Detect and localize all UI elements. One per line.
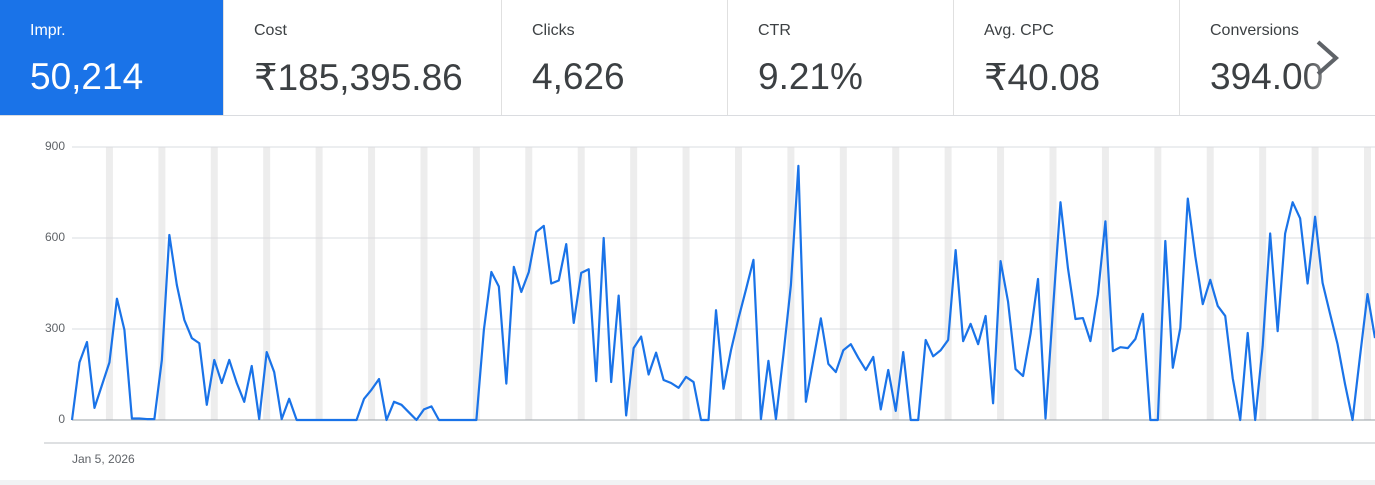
bottom-strip <box>0 480 1375 485</box>
metric-label: Avg. CPC <box>984 22 1054 39</box>
metric-value: 394.00 <box>1210 56 1324 97</box>
weekend-band <box>1364 147 1372 420</box>
weekend-band <box>839 147 847 420</box>
metric-value: 4,626 <box>532 56 625 97</box>
weekend-band <box>1101 147 1109 420</box>
weekend-band <box>525 147 533 420</box>
weekend-band <box>1049 147 1057 420</box>
x-tick-label: Jan 5, 2026 <box>72 452 135 466</box>
metric-card[interactable]: Conversions 394.00 <box>1180 0 1375 115</box>
metric-card[interactable]: Clicks 4,626 <box>502 0 728 115</box>
weekend-band <box>420 147 428 420</box>
metric-card[interactable]: Avg. CPC ₹40.08 <box>954 0 1180 115</box>
weekend-band <box>263 147 271 420</box>
next-button[interactable] <box>1306 36 1346 80</box>
data-line <box>70 164 1375 422</box>
metric-card[interactable]: CTR 9.21% <box>728 0 954 115</box>
weekend-band <box>158 147 166 420</box>
metric-value: ₹185,395.86 <box>254 57 463 98</box>
weekend-band <box>734 147 742 420</box>
weekend-band <box>630 147 638 420</box>
weekend-band <box>105 147 113 420</box>
chevron-icon <box>1316 40 1340 76</box>
metric-card[interactable]: Impr. 50,214 <box>0 0 224 115</box>
y-tick-label: 900 <box>45 139 65 153</box>
weekend-band <box>944 147 952 420</box>
metric-label: Cost <box>254 22 287 39</box>
weekend-band <box>1311 147 1319 420</box>
weekend-band <box>1154 147 1162 420</box>
weekend-band <box>1259 147 1267 420</box>
metric-label: Impr. <box>30 22 66 39</box>
metric-value: 9.21% <box>758 56 863 97</box>
weekend-band <box>472 147 480 420</box>
weekend-band <box>892 147 900 420</box>
y-tick-label: 600 <box>45 230 65 244</box>
metric-value: ₹40.08 <box>984 57 1101 98</box>
weekend-band <box>682 147 690 420</box>
chart: 0 300 600 900 Jan 5, 2026 <box>0 139 1375 485</box>
metric-label: Clicks <box>532 22 575 39</box>
metric-card[interactable]: Cost ₹185,395.86 <box>224 0 502 115</box>
metric-bar: Impr. 50,214 Cost ₹185,395.86 Clicks 4,6… <box>0 0 1375 116</box>
weekend-band <box>997 147 1005 420</box>
metric-label: Conversions <box>1210 22 1299 39</box>
weekend-band <box>368 147 376 420</box>
weekend-band <box>210 147 218 420</box>
metric-value: 50,214 <box>30 56 144 97</box>
weekend-band <box>315 147 323 420</box>
metric-label: CTR <box>758 22 791 39</box>
y-tick-label: 300 <box>45 321 65 335</box>
weekend-band <box>577 147 585 420</box>
y-tick-label: 0 <box>58 412 65 426</box>
